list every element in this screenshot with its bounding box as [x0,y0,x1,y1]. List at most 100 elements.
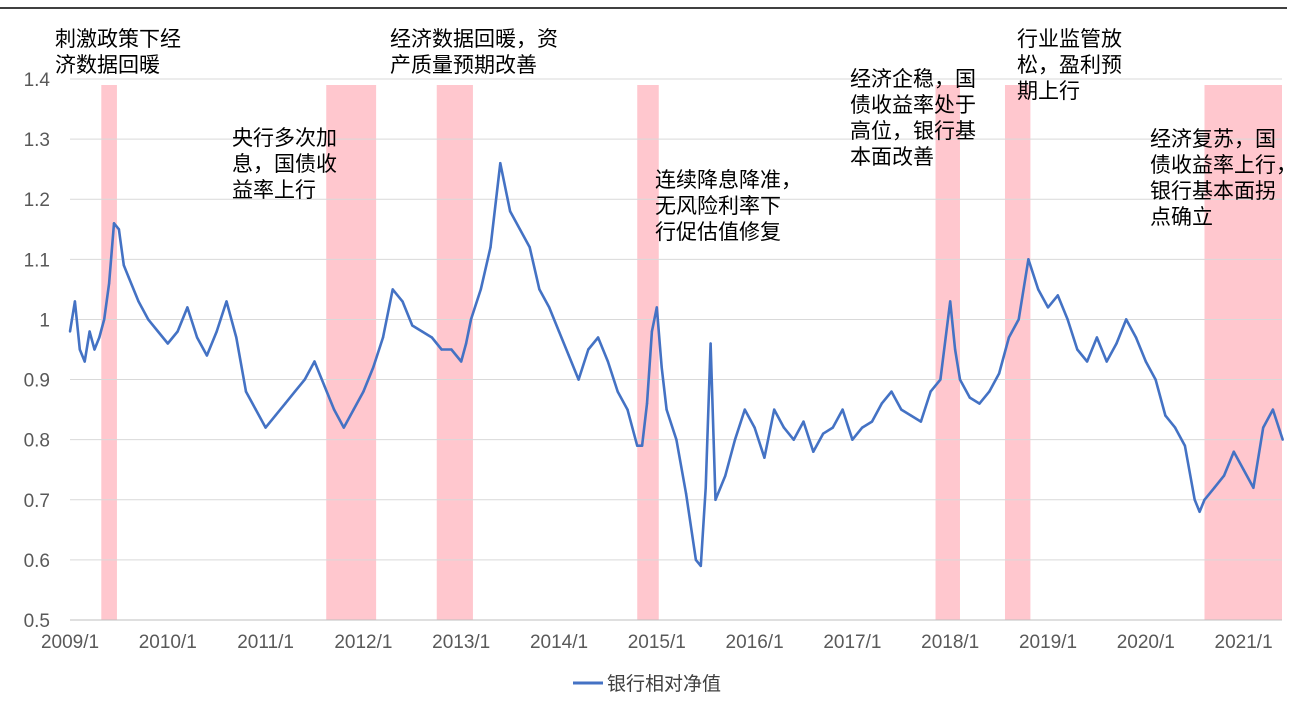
data-point [831,426,834,429]
data-point [323,384,326,387]
data-point [205,354,209,357]
data-point [430,336,434,339]
x-tick-label-2011-1: 2011/1 [237,632,294,653]
data-point [391,288,394,291]
data-point [460,360,463,363]
data-point [1037,288,1040,291]
shaded-period-6 [1004,85,1031,620]
data-point [362,390,365,393]
data-point [1134,336,1138,339]
shaded-period-2 [326,85,377,620]
data-point [929,390,932,393]
data-point [420,330,424,333]
y-tick-label-1.2: 1.2 [24,190,50,211]
annotation-2-line-2: 息，国债收 [232,152,337,176]
data-point [812,450,815,453]
data-point [156,330,160,333]
y-tick-label-0.5: 0.5 [24,611,50,632]
series-bank-relative-nav [68,161,1284,568]
annotation-2-line-1: 央行多次加 [232,126,337,150]
data-point [342,426,345,429]
data-point [1262,426,1265,429]
data-point [215,330,218,333]
data-point [1085,360,1089,363]
x-tick-label-2017-1: 2017/1 [823,632,881,653]
data-point [274,414,277,417]
data-point [773,408,776,411]
y-tick-label-1.4: 1.4 [24,70,51,91]
data-point [802,420,805,423]
data-point [1252,486,1255,489]
data-point [753,426,756,429]
data-point [1271,408,1275,411]
data-point [665,408,668,411]
data-point [499,162,502,165]
legend: 银行相对净值 [573,673,721,695]
data-point [650,330,654,333]
data-point [1125,318,1128,321]
data-point [733,438,737,441]
annotation-5-line-4: 本面改善 [850,145,934,169]
data-point [235,336,238,339]
y-tick-label-0.9: 0.9 [24,371,50,392]
shaded-periods [101,85,1282,620]
data-point [1066,318,1069,321]
data-point [103,318,106,321]
data-point [821,432,825,435]
data-point [870,420,874,423]
data-point [704,486,707,489]
data-point [528,246,531,249]
data-point [303,378,306,381]
data-point [626,408,629,411]
data-point [464,342,468,345]
data-point [1056,294,1060,297]
data-point [714,498,717,501]
data-point [244,390,248,393]
x-tick-label-2016-1: 2016/1 [726,632,784,653]
annotation-1-line-1: 刺激政策下经 [55,27,181,51]
data-point [1154,378,1157,381]
annotation-5-line-2: 债收益率处于 [850,93,976,117]
data-point [122,264,126,267]
y-tick-label-1.3: 1.3 [24,130,50,151]
data-point [548,306,551,309]
data-point [186,306,189,309]
data-point [352,408,355,411]
data-point [1281,438,1284,441]
x-tick-label-2014-1: 2014/1 [530,632,588,653]
annotation-4-line-1: 连续降息降准， [655,168,802,192]
annotation-5-line-1: 经济企稳，国 [850,67,976,91]
x-tick-label-2020-1: 2020/1 [1117,632,1175,653]
data-point [900,408,903,411]
data-point [587,348,590,351]
shaded-period-1 [101,85,117,620]
data-point [577,378,580,381]
annotation-7-line-1: 经济复苏，国 [1150,127,1276,151]
data-point [78,348,82,351]
data-point [1017,318,1020,321]
data-point [763,456,766,459]
data-point [919,420,923,423]
data-point [909,414,913,417]
data-point [890,390,893,393]
data-point [557,330,561,333]
y-tick-label-0.8: 0.8 [24,431,50,452]
data-point [284,402,287,405]
data-point [1203,498,1206,501]
data-point [684,492,688,495]
data-point [997,372,1001,375]
x-tick-label-2019-1: 2019/1 [1019,632,1077,653]
x-tick-label-2021-1: 2021/1 [1215,632,1273,653]
data-point [655,306,658,309]
data-point [743,408,746,411]
data-point [1213,486,1216,489]
data-point [1046,306,1050,309]
data-point [724,474,727,477]
